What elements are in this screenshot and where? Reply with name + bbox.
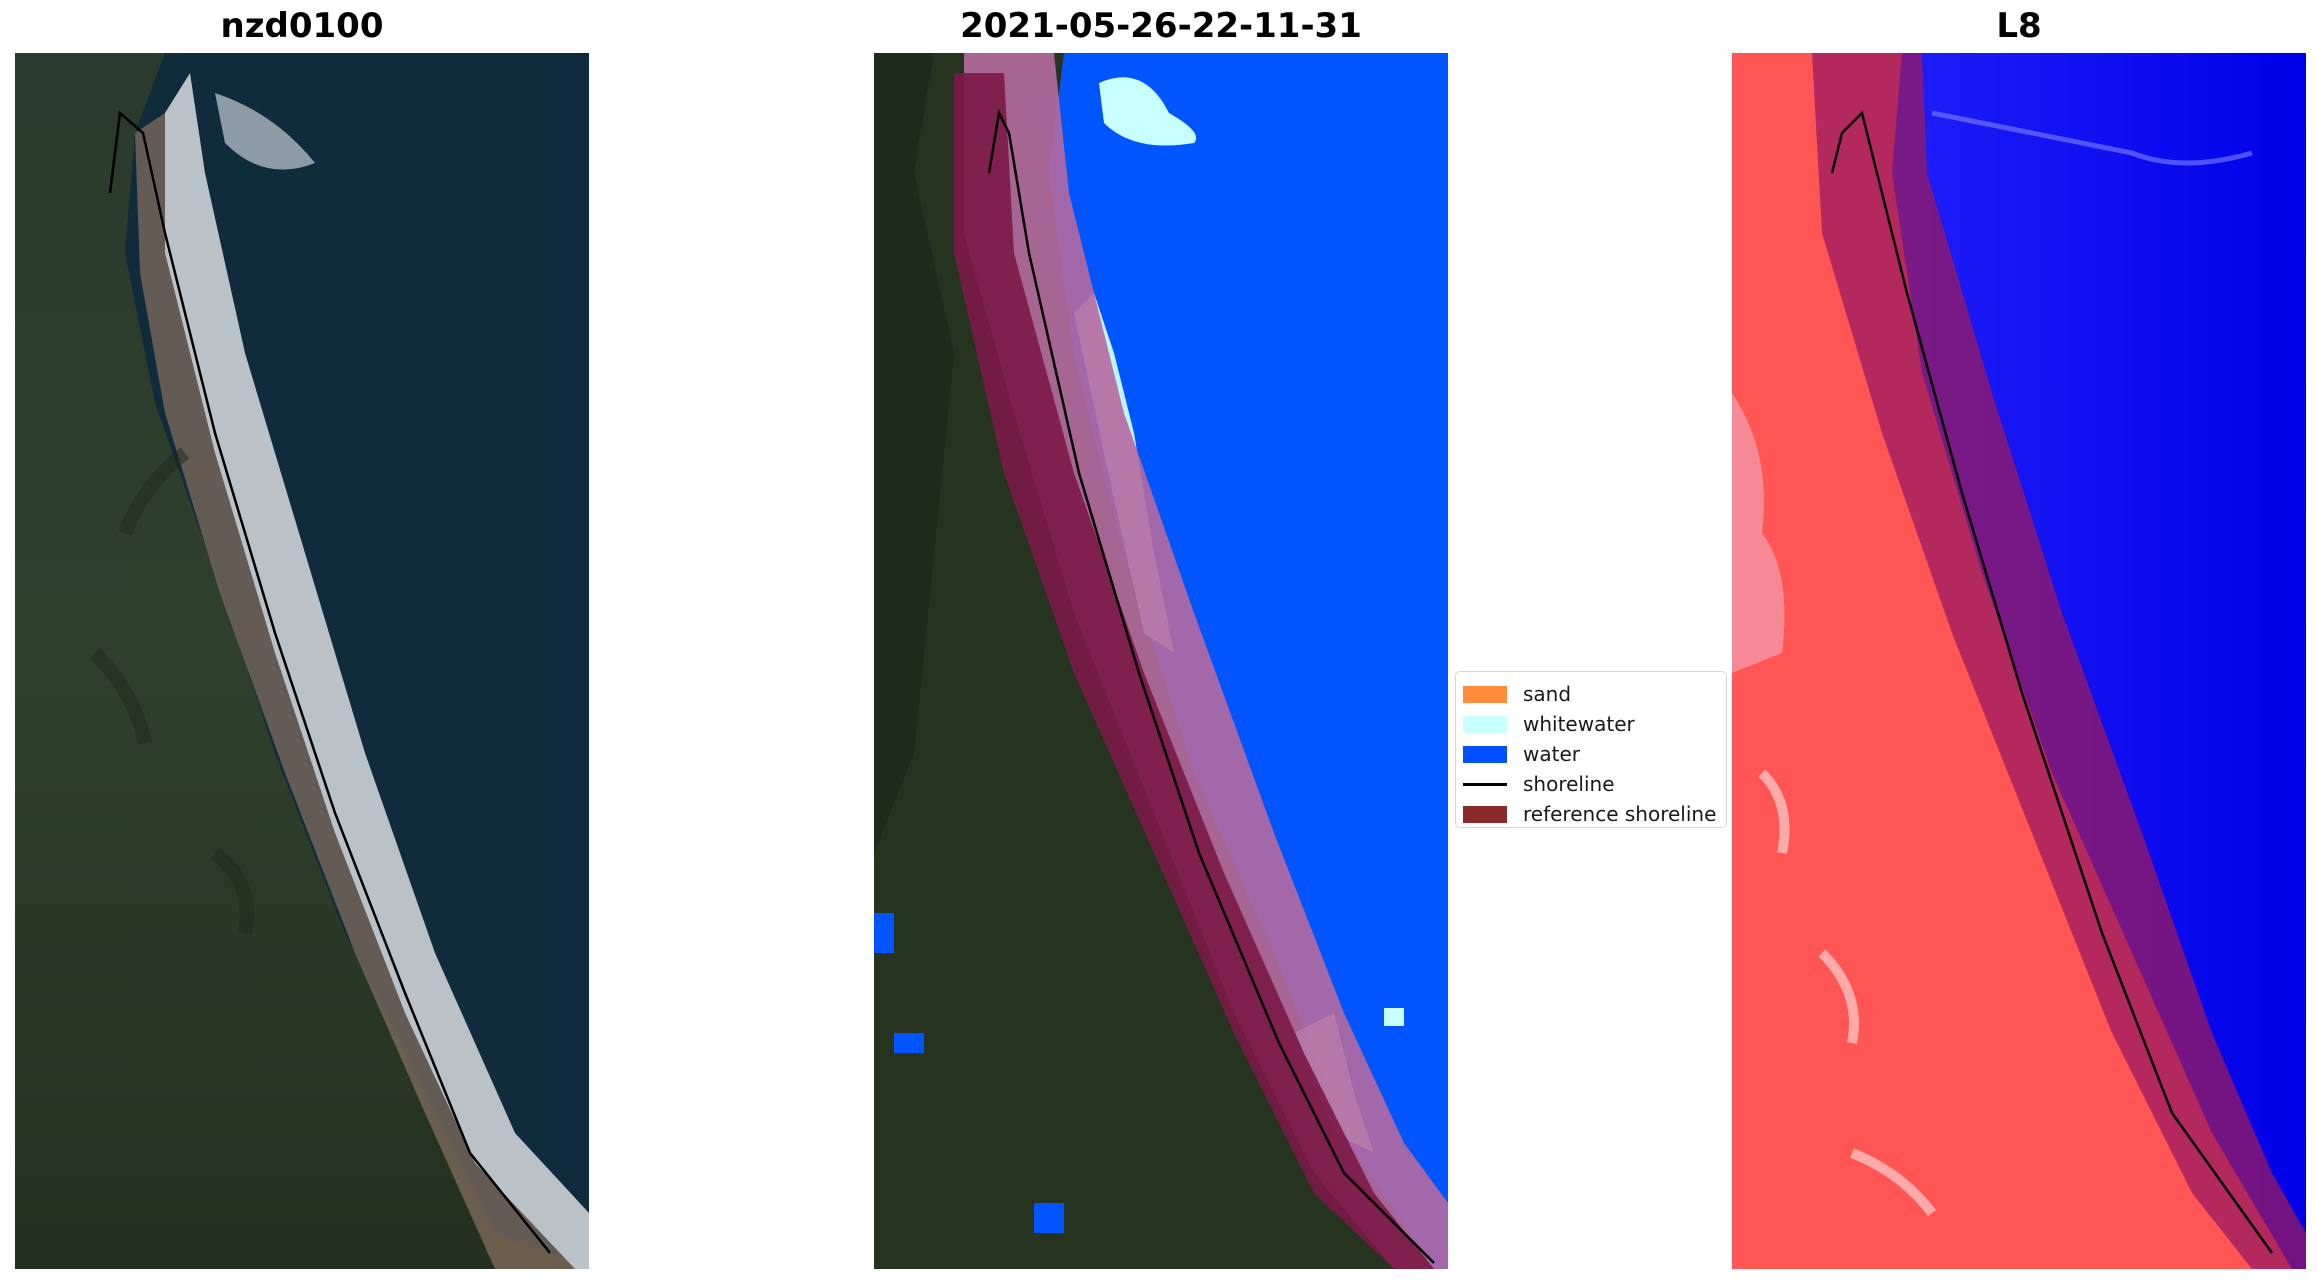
rgb-image (15, 53, 589, 1269)
panel-title-right: L8 (1996, 6, 2042, 46)
sand-swatch (1463, 685, 1507, 703)
legend-label: sand (1523, 682, 1572, 706)
water-swatch (1463, 745, 1507, 763)
panel-title-middle: 2021-05-26-22-11-31 (960, 6, 1362, 46)
panel-title-left: nzd0100 (220, 6, 384, 46)
legend-item-whitewater: whitewater (1463, 712, 1635, 736)
index-image (1732, 53, 2306, 1269)
index-image-panel (1732, 53, 2306, 1269)
legend-item-water: water (1463, 742, 1580, 766)
legend-label: shoreline (1523, 772, 1615, 796)
rgb-image-panel (15, 53, 589, 1269)
legend-item-reference-shoreline: reference shoreline (1463, 802, 1716, 826)
legend: sand whitewater water shoreline referenc… (1455, 671, 1727, 828)
legend-label: reference shoreline (1523, 802, 1717, 826)
legend-item-sand: sand (1463, 682, 1571, 706)
legend-label: whitewater (1523, 712, 1635, 736)
classification-image (874, 53, 1448, 1269)
legend-label: water (1523, 742, 1580, 766)
classification-panel (874, 53, 1448, 1269)
shoreline-line-swatch (1463, 776, 1507, 793)
whitewater-swatch (1463, 715, 1507, 733)
reference-shoreline-swatch (1463, 805, 1507, 823)
legend-item-shoreline: shoreline (1463, 772, 1615, 796)
